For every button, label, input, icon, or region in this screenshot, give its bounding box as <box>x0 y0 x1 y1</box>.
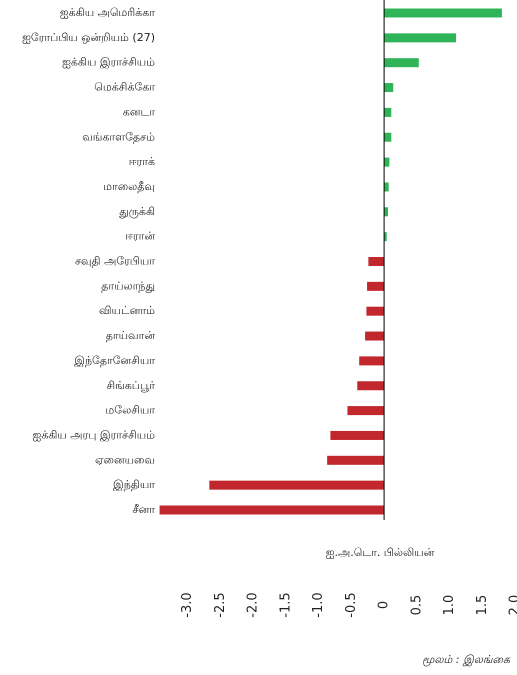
x-tick-label: 2.0 <box>508 595 517 616</box>
x-tick-label: 1.5 <box>475 595 490 616</box>
bar <box>384 132 392 142</box>
y-tick-label: ஏனையவை <box>95 453 155 466</box>
y-tick-label: ஈரான் <box>125 230 155 243</box>
x-tick-label: 0.5 <box>409 595 424 616</box>
y-tick-label: ஐக்கிய அமெரிக்கா <box>60 6 155 19</box>
y-tick-label: ஐக்கிய இராச்சியம் <box>62 56 155 69</box>
bar <box>384 107 392 117</box>
y-tick-label: மெக்சிக்கோ <box>94 81 155 94</box>
x-tick-label: 0 <box>377 601 392 609</box>
x-tick-label: -3.0 <box>180 592 195 617</box>
y-tick-label: தாய்வான் <box>106 329 156 342</box>
x-tick-label: 1.0 <box>442 595 457 616</box>
y-tick-label: இந்தோனேசியா <box>74 354 155 367</box>
y-tick-label: கனடா <box>123 105 155 118</box>
y-tick-label: தாய்லாந்து <box>101 279 155 292</box>
bar <box>365 331 385 341</box>
bar <box>384 8 502 18</box>
y-tick-label: துருக்கி <box>119 205 155 218</box>
source: மூலம் : இலங்கை <box>422 653 511 667</box>
y-tick-label: வங்காளதேசம் <box>82 130 155 143</box>
x-tick-label: -1.0 <box>311 592 326 617</box>
bar <box>384 157 390 167</box>
bar <box>209 480 385 490</box>
x-tick-label: -2.0 <box>246 592 261 617</box>
y-tick-label: ஈராக் <box>129 155 155 168</box>
y-tick-label: வியட்னாம் <box>99 304 155 317</box>
bar <box>384 83 394 93</box>
bar <box>384 207 389 217</box>
y-tick-label: சீனா <box>132 503 155 516</box>
y-tick-label: மலேசியா <box>105 404 155 417</box>
bar <box>347 406 385 416</box>
x-axis-label: ஐ.அ.டொ. பில்லியன் <box>326 546 435 559</box>
y-tick-label: சிங்கப்பூர் <box>106 379 155 392</box>
x-tick-label: -0.5 <box>344 592 359 617</box>
bar <box>359 356 385 366</box>
y-tick-label: ஐரோப்பிய ஒன்றியம் (27) <box>22 31 155 44</box>
bar <box>330 430 385 440</box>
bar <box>159 505 385 515</box>
bar <box>368 257 385 266</box>
bar <box>327 455 385 465</box>
bar <box>357 381 385 391</box>
bar <box>366 306 385 316</box>
x-tick-label: -1.5 <box>278 592 293 617</box>
y-tick-label: ஐக்கிய அரபு இராச்சியம் <box>32 428 155 441</box>
bar <box>384 33 457 43</box>
x-tick-label: -2.5 <box>213 592 228 617</box>
y-tick-label: சவுதி அரேபியா <box>75 255 155 268</box>
bar <box>384 232 387 242</box>
y-tick-label: மாலைதீவு <box>103 180 155 193</box>
y-tick-label: இந்தியா <box>113 478 155 491</box>
bar <box>384 58 419 68</box>
bar <box>367 281 385 291</box>
bar <box>384 182 389 192</box>
